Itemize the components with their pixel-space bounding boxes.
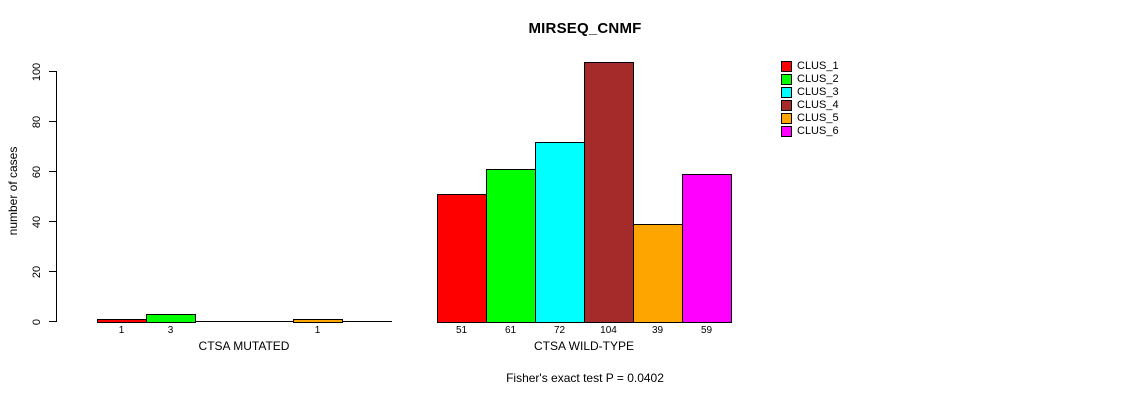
y-tick-label: 60 [31, 165, 43, 178]
legend-swatch [781, 126, 792, 137]
y-tick [49, 71, 57, 72]
bar [486, 169, 536, 323]
y-tick [49, 321, 57, 322]
y-tick-label: 0 [31, 318, 43, 325]
legend-swatch [781, 87, 792, 98]
y-tick [49, 271, 57, 272]
bar-value-label: 72 [553, 325, 566, 336]
legend-label: CLUS_3 [797, 86, 839, 98]
bar-value-label: 1 [314, 325, 321, 336]
legend-label: CLUS_4 [797, 99, 839, 111]
y-tick-label: 80 [31, 115, 43, 128]
bar-value-label: 39 [651, 325, 664, 336]
chart-title: MIRSEQ_CNMF [528, 20, 642, 37]
axis-line [56, 71, 57, 322]
bar-value-label: 1 [118, 325, 125, 336]
bar-zero-line [244, 321, 294, 322]
y-tick-label: 20 [31, 265, 43, 278]
y-tick [49, 221, 57, 222]
bar [633, 224, 683, 323]
bar [437, 194, 487, 323]
bar-zero-line [195, 321, 245, 322]
annotation-text: Fisher's exact test P = 0.0402 [506, 371, 664, 385]
legend-item: CLUS_1 [781, 60, 839, 73]
legend-item: CLUS_2 [781, 73, 839, 86]
legend-swatch [781, 113, 792, 124]
legend-swatch [781, 74, 792, 85]
bar-value-label: 59 [700, 325, 713, 336]
y-tick-label: 100 [31, 62, 43, 81]
legend-label: CLUS_5 [797, 112, 839, 124]
legend: CLUS_1 CLUS_2 CLUS_3 CLUS_4 CLUS_5 CLUS_6 [781, 60, 839, 138]
bar [97, 319, 147, 323]
bar-zero-line [342, 321, 392, 322]
bar [535, 141, 585, 323]
bar-value-label: 51 [455, 325, 468, 336]
bar [293, 319, 343, 323]
bar-value-label: 61 [504, 325, 517, 336]
bar-value-label: 3 [167, 325, 174, 336]
legend-item: CLUS_5 [781, 112, 839, 125]
legend-swatch [781, 61, 792, 72]
group-label: CTSA WILD-TYPE [533, 339, 635, 353]
y-tick [49, 121, 57, 122]
bar [682, 174, 732, 323]
legend-item: CLUS_6 [781, 125, 839, 138]
bar [584, 61, 634, 323]
legend-label: CLUS_6 [797, 125, 839, 137]
y-axis-label: number of cases [6, 146, 20, 236]
legend-item: CLUS_3 [781, 86, 839, 99]
legend-label: CLUS_2 [797, 73, 839, 85]
legend-label: CLUS_1 [797, 60, 839, 72]
legend-swatch [781, 100, 792, 111]
y-tick-label: 40 [31, 215, 43, 228]
group-label: CTSA MUTATED [198, 339, 290, 353]
bar-value-label: 104 [600, 325, 617, 336]
y-tick [49, 171, 57, 172]
bar [146, 314, 196, 323]
legend-item: CLUS_4 [781, 99, 839, 112]
